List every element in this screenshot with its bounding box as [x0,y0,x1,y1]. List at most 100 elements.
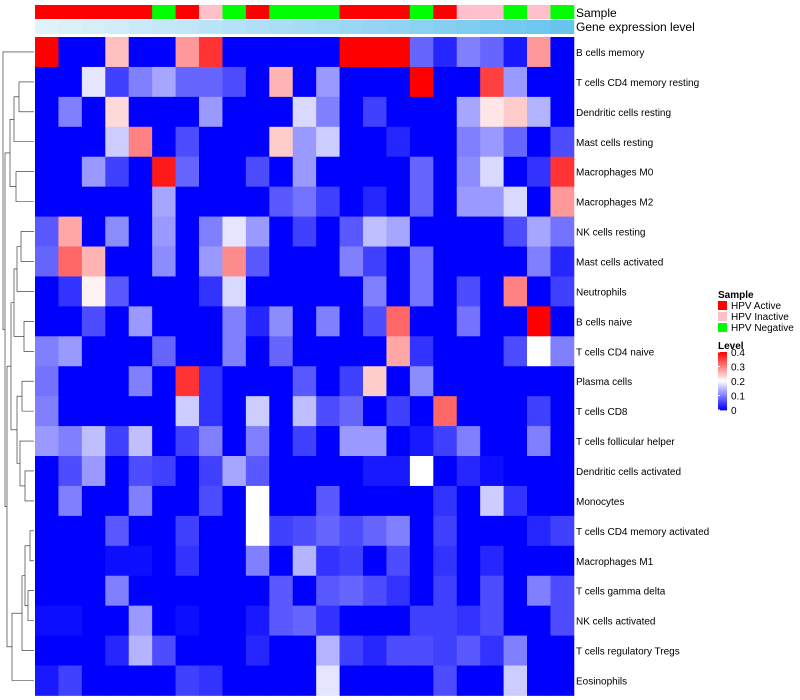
heatmap-cell [105,126,130,158]
legend-level-gradient-step [718,398,727,401]
gene-expression-annotation-cell [245,20,270,34]
heatmap-cell [292,545,317,577]
heatmap-cell [316,336,340,367]
heatmap-cell [81,306,106,337]
heatmap-cell [222,396,247,427]
heatmap-cell [409,426,434,457]
heatmap-cell [199,545,223,577]
heatmap-cell [152,246,176,277]
heatmap-cell [128,665,153,696]
heatmap-cell [527,306,551,337]
heatmap-cell [316,366,340,397]
heatmap-cell [433,456,458,487]
heatmap-cell [480,276,504,307]
legend-level-gradient-step [718,354,727,357]
heatmap-cell [550,456,575,487]
legend-label: HPV Inactive [731,312,789,323]
sample-annotation-cell [456,5,481,19]
heatmap-cell [433,246,458,277]
heatmap-cell [245,396,270,427]
gene-expression-annotation-cell [58,20,83,34]
legend-level-gradient-step [718,373,727,376]
heatmap-cell [409,665,434,696]
heatmap-cell [105,396,130,427]
heatmap-cell [245,126,270,158]
heatmap-cell [292,246,317,277]
heatmap-cell [503,485,528,517]
heatmap-cell [199,366,223,397]
gene-expression-annotation-cell [456,20,481,34]
heatmap-cell [503,336,528,367]
dendrogram-branch [2,51,34,331]
heatmap-cell [128,575,153,607]
heatmap-cell [456,665,481,696]
legend-level-gradient-step [718,395,727,398]
heatmap-cell [292,515,317,547]
heatmap-cell [363,366,387,397]
heatmap-cell [175,126,200,158]
dendrogram-branch [9,119,16,187]
heatmap-cell [152,37,176,68]
gene-expression-annotation-cell [480,20,504,34]
heatmap-cell [433,126,458,158]
heatmap-cells [35,37,575,696]
heatmap-cell [409,156,434,188]
heatmap-cell [456,336,481,367]
heatmap-cell [386,456,411,487]
heatmap-cell [81,66,106,98]
legend-level-gradient-step [718,386,727,389]
heatmap-cell [58,336,83,367]
sample-annotation-cell [58,5,83,19]
heatmap-cell [433,545,458,577]
heatmap-cell [550,336,575,367]
heatmap-cell [269,396,294,427]
heatmap-cell [152,665,176,696]
heatmap-cell [456,635,481,666]
heatmap-cell [480,246,504,277]
legend-level-gradient-step [718,362,727,364]
sample-annotation-cell [503,5,528,19]
heatmap-cell [409,485,434,517]
heatmap-cell [433,336,458,367]
heatmap-cell [456,306,481,337]
heatmap-cell [81,246,106,277]
heatmap-cell [105,216,130,247]
heatmap-cell [245,366,270,397]
sample-annotation-cell [35,5,59,19]
heatmap-cell [35,306,59,337]
heatmap-cell [527,156,551,188]
heatmap-cell [527,276,551,307]
heatmap-cell [550,37,575,68]
heatmap-cell [456,37,481,68]
heatmap-cell [503,37,528,68]
legend-level-gradient-step [718,352,727,354]
heatmap-cell [199,186,223,217]
heatmap-cell [503,186,528,217]
heatmap-cell [503,96,528,128]
heatmap-cell [316,306,340,337]
sample-annotation-cell [409,5,434,19]
heatmap-cell [550,605,575,636]
heatmap-cell [58,66,83,98]
heatmap-cell [175,485,200,517]
heatmap-cell [222,186,247,217]
heatmap-cell [105,366,130,397]
heatmap-cell [503,426,528,457]
heatmap-cell [456,156,481,188]
heatmap-cell [222,246,247,277]
row-label: Dendritic cells activated [576,467,681,478]
heatmap-cell [105,575,130,607]
heatmap-cell [35,126,59,158]
heatmap-cell [386,485,411,517]
sample-annotation-cell [105,5,130,19]
heatmap-cell [152,635,176,666]
heatmap-cell [199,605,223,636]
heatmap-cell [386,575,411,607]
gene-expression-annotation-bar [35,20,575,34]
heatmap-cell [363,665,387,696]
heatmap-cell [175,575,200,607]
heatmap-cell [550,216,575,247]
legend-level-gradient-step [718,408,727,411]
heatmap-cell [58,126,83,158]
